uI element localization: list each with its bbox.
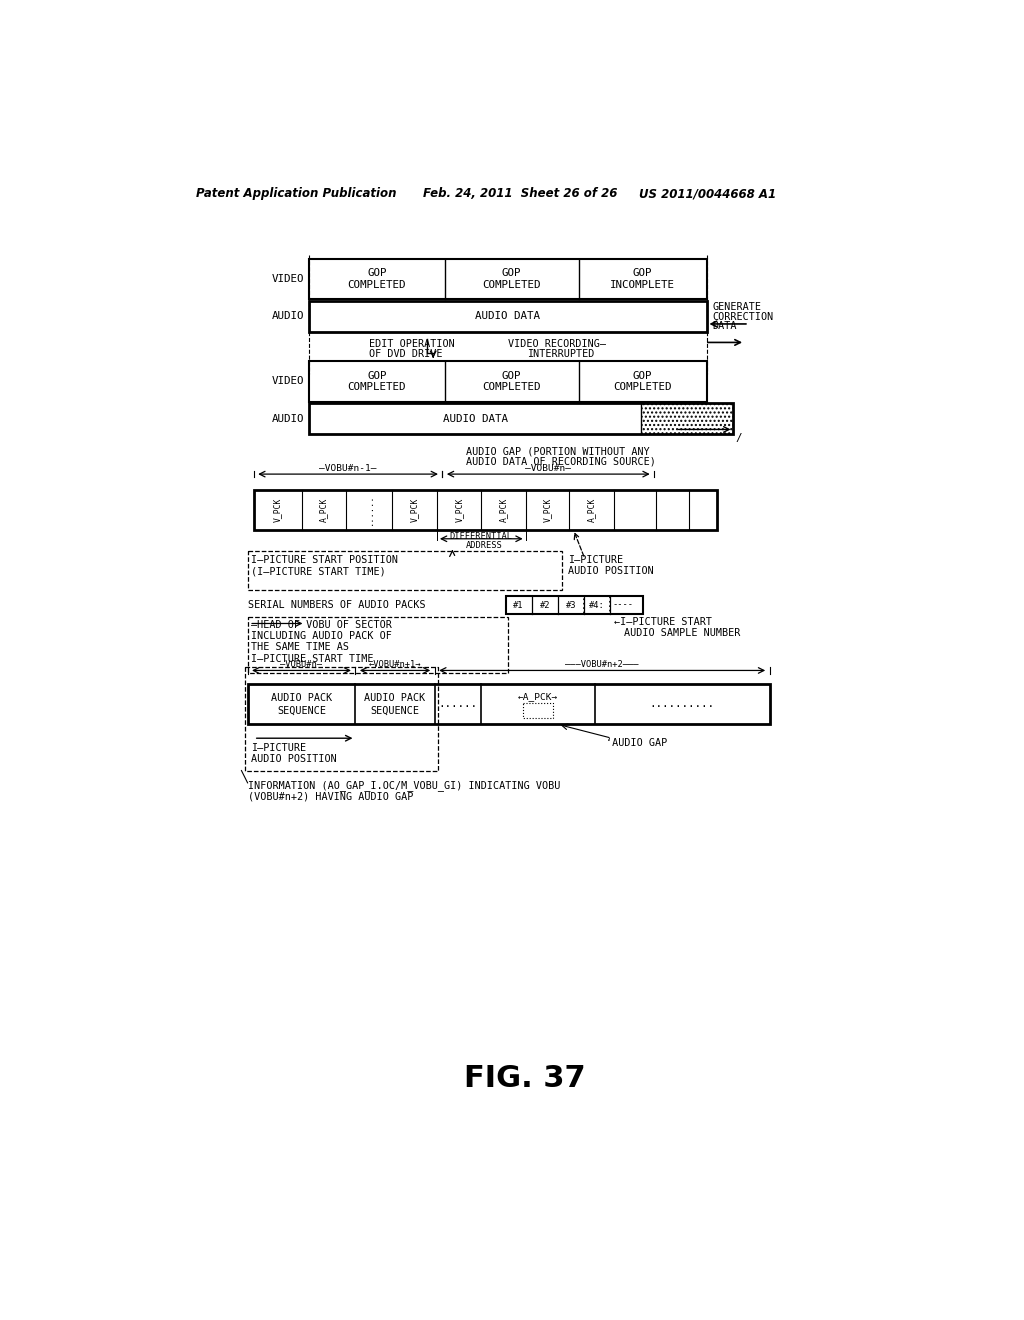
Text: VIDEO RECORDING—: VIDEO RECORDING—	[508, 339, 606, 350]
Text: I–PICTURE: I–PICTURE	[568, 554, 623, 565]
Text: ADDRESS: ADDRESS	[466, 541, 503, 549]
Text: AUDIO PACK
SEQUENCE: AUDIO PACK SEQUENCE	[271, 693, 332, 715]
Text: AUDIO POSITION: AUDIO POSITION	[568, 566, 653, 577]
Text: ———VOBU#n+2———: ———VOBU#n+2———	[565, 660, 639, 669]
Text: GOP
COMPLETED: GOP COMPLETED	[482, 268, 541, 289]
Text: INCLUDING AUDIO PACK OF: INCLUDING AUDIO PACK OF	[251, 631, 391, 642]
Text: THE SAME TIME AS: THE SAME TIME AS	[251, 642, 349, 652]
Text: GOP
INCOMPLETE: GOP INCOMPLETE	[610, 268, 675, 289]
Text: Patent Application Publication: Patent Application Publication	[196, 187, 396, 201]
Text: INTERRUPTED: INTERRUPTED	[527, 350, 595, 359]
Text: (I–PICTURE START TIME): (I–PICTURE START TIME)	[252, 566, 386, 577]
Text: ←A_PCK→: ←A_PCK→	[518, 692, 558, 701]
Text: GENERATE: GENERATE	[713, 302, 762, 313]
Text: AUDIO SAMPLE NUMBER: AUDIO SAMPLE NUMBER	[625, 628, 740, 638]
Text: GOP
COMPLETED: GOP COMPLETED	[348, 268, 407, 289]
Text: ......: ......	[438, 700, 477, 709]
Text: I–PICTURE: I–PICTURE	[252, 743, 306, 752]
Bar	[641, 404, 733, 434]
Text: ......: ......	[365, 494, 374, 525]
Text: ‘AUDIO GAP: ‘AUDIO GAP	[606, 738, 668, 748]
Text: GOP
COMPLETED: GOP COMPLETED	[613, 371, 672, 392]
Text: AUDIO DATA: AUDIO DATA	[442, 413, 508, 424]
Text: AUDIO GAP (PORTION WITHOUT ANY: AUDIO GAP (PORTION WITHOUT ANY	[466, 446, 649, 457]
Text: DATA: DATA	[713, 321, 737, 331]
Text: INFORMATION (AO_GAP_I.OC/M_VOBU_GI) INDICATING VOBU: INFORMATION (AO_GAP_I.OC/M_VOBU_GI) INDI…	[249, 780, 561, 791]
Text: DIFFERENTIAL: DIFFERENTIAL	[450, 532, 513, 541]
Text: OF DVD DRIVE: OF DVD DRIVE	[369, 350, 442, 359]
Text: /: /	[735, 433, 741, 442]
Text: —VOBU#n—: —VOBU#n—	[281, 660, 323, 669]
Text: —HEAD OF VOBU OF SECTOR: —HEAD OF VOBU OF SECTOR	[251, 620, 391, 631]
Text: Feb. 24, 2011  Sheet 26 of 26: Feb. 24, 2011 Sheet 26 of 26	[423, 187, 617, 201]
Text: US 2011/0044668 A1: US 2011/0044668 A1	[639, 187, 776, 201]
Text: #1: #1	[513, 601, 524, 610]
Text: —VOBU#n—: —VOBU#n—	[525, 463, 571, 473]
Text: SERIAL NUMBERS OF AUDIO PACKS: SERIAL NUMBERS OF AUDIO PACKS	[248, 599, 425, 610]
Text: AUDIO DATA OF RECORDING SOURCE): AUDIO DATA OF RECORDING SOURCE)	[466, 457, 655, 466]
Text: ..........: ..........	[650, 700, 715, 709]
Text: FIG. 37: FIG. 37	[464, 1064, 586, 1093]
Text: VIDEO: VIDEO	[272, 275, 304, 284]
Text: AUDIO PACK
SEQUENCE: AUDIO PACK SEQUENCE	[365, 693, 426, 715]
Text: AUDIO POSITION: AUDIO POSITION	[252, 754, 337, 763]
Text: AUDIO DATA: AUDIO DATA	[475, 312, 541, 321]
Text: ----: ----	[612, 601, 634, 610]
Text: V_PCK: V_PCK	[455, 498, 464, 521]
Text: V_PCK: V_PCK	[411, 498, 419, 521]
Text: CORRECTION: CORRECTION	[713, 312, 774, 322]
Text: (VOBU#n+2) HAVING AUDIO GAP: (VOBU#n+2) HAVING AUDIO GAP	[249, 792, 414, 801]
Text: GOP
COMPLETED: GOP COMPLETED	[348, 371, 407, 392]
Text: #2: #2	[540, 601, 550, 610]
Text: —VOBU#n-1—: —VOBU#n-1—	[319, 463, 377, 473]
Text: I–PICTURE START TIME: I–PICTURE START TIME	[251, 655, 373, 664]
Text: ←VOBU#n+1→: ←VOBU#n+1→	[369, 660, 421, 669]
Text: A_PCK: A_PCK	[588, 498, 596, 521]
Text: AUDIO: AUDIO	[272, 413, 304, 424]
Text: VIDEO: VIDEO	[272, 376, 304, 387]
Text: AUDIO: AUDIO	[272, 312, 304, 321]
Text: ←I–PICTURE START: ←I–PICTURE START	[614, 618, 712, 627]
Text: A_PCK: A_PCK	[499, 498, 508, 521]
Text: V_PCK: V_PCK	[543, 498, 552, 521]
Text: GOP
COMPLETED: GOP COMPLETED	[482, 371, 541, 392]
Text: #3: #3	[565, 601, 577, 610]
Text: EDIT OPERATION: EDIT OPERATION	[369, 339, 455, 350]
Text: A_PCK: A_PCK	[319, 498, 329, 521]
Text: #4:: #4:	[589, 601, 605, 610]
Text: V_PCK: V_PCK	[273, 498, 283, 521]
Text: I–PICTURE START POSITION: I–PICTURE START POSITION	[252, 554, 398, 565]
